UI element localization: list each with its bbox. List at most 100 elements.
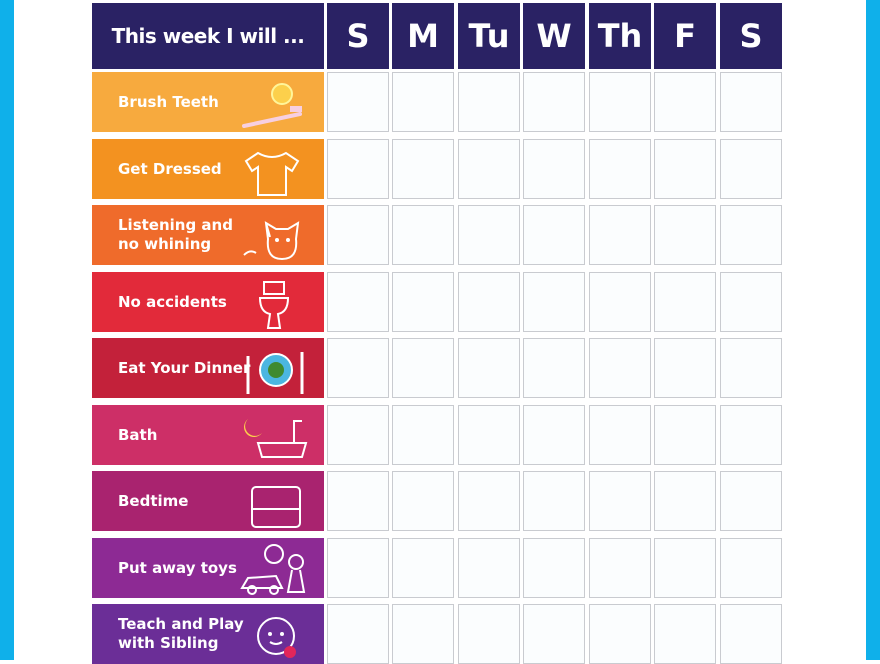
check-cell[interactable] <box>392 604 454 664</box>
toys-icon <box>240 544 306 595</box>
check-cell[interactable] <box>392 72 454 132</box>
chart-title: This week I will ... <box>92 3 324 69</box>
check-cell[interactable] <box>654 205 716 265</box>
check-cell[interactable] <box>589 471 651 531</box>
check-cell[interactable] <box>327 538 389 598</box>
check-cell[interactable] <box>458 272 520 332</box>
cat-icon <box>243 221 300 261</box>
task-label-row: Get Dressed <box>92 139 324 199</box>
bed-icon <box>251 486 301 528</box>
check-cell[interactable] <box>327 338 389 398</box>
check-cell[interactable] <box>589 405 651 465</box>
check-cell[interactable] <box>392 471 454 531</box>
check-cell[interactable] <box>523 471 585 531</box>
task-label-row: Bath <box>92 405 324 465</box>
check-cell[interactable] <box>720 72 782 132</box>
day-header-5: F <box>654 3 716 69</box>
check-cell[interactable] <box>458 72 520 132</box>
check-cell[interactable] <box>392 338 454 398</box>
check-cell[interactable] <box>327 272 389 332</box>
dinner-plate-icon <box>246 352 304 394</box>
check-cell[interactable] <box>654 72 716 132</box>
check-cell[interactable] <box>392 272 454 332</box>
check-cell[interactable] <box>654 272 716 332</box>
check-cell[interactable] <box>458 604 520 664</box>
task-label-row: Listening and no whining <box>92 205 324 265</box>
task-label-row: Brush Teeth <box>92 72 324 132</box>
check-cell[interactable] <box>392 139 454 199</box>
task-label: Get Dressed <box>118 159 222 178</box>
day-header-4: Th <box>589 3 651 69</box>
check-cell[interactable] <box>458 538 520 598</box>
day-header-0: S <box>327 3 389 69</box>
task-label: No accidents <box>118 292 227 311</box>
task-label-row: No accidents <box>92 272 324 332</box>
task-label: Put away toys <box>118 558 237 577</box>
check-cell[interactable] <box>392 538 454 598</box>
check-cell[interactable] <box>589 604 651 664</box>
day-header-2: Tu <box>458 3 520 69</box>
task-label: Teach and Play with Sibling <box>118 615 244 652</box>
check-cell[interactable] <box>458 405 520 465</box>
check-cell[interactable] <box>392 405 454 465</box>
check-cell[interactable] <box>458 471 520 531</box>
check-cell[interactable] <box>327 139 389 199</box>
check-cell[interactable] <box>458 205 520 265</box>
check-cell[interactable] <box>720 538 782 598</box>
task-label: Bath <box>118 425 158 444</box>
check-cell[interactable] <box>720 471 782 531</box>
bathtub-moon-icon <box>244 419 308 458</box>
check-cell[interactable] <box>589 72 651 132</box>
check-cell[interactable] <box>523 205 585 265</box>
check-cell[interactable] <box>327 604 389 664</box>
check-cell[interactable] <box>458 338 520 398</box>
task-label-row: Eat Your Dinner <box>92 338 324 398</box>
check-cell[interactable] <box>720 139 782 199</box>
check-cell[interactable] <box>392 205 454 265</box>
check-cell[interactable] <box>720 338 782 398</box>
check-cell[interactable] <box>523 538 585 598</box>
check-cell[interactable] <box>523 405 585 465</box>
baby-face-icon <box>257 617 296 658</box>
task-label-row: Bedtime <box>92 471 324 531</box>
task-label: Bedtime <box>118 491 189 510</box>
check-cell[interactable] <box>327 205 389 265</box>
check-cell[interactable] <box>720 405 782 465</box>
left-border <box>0 0 14 660</box>
check-cell[interactable] <box>720 272 782 332</box>
check-cell[interactable] <box>523 139 585 199</box>
day-header-6: S <box>720 3 782 69</box>
check-cell[interactable] <box>720 604 782 664</box>
check-cell[interactable] <box>327 471 389 531</box>
task-label-row: Put away toys <box>92 538 324 598</box>
check-cell[interactable] <box>654 338 716 398</box>
check-cell[interactable] <box>458 139 520 199</box>
check-cell[interactable] <box>327 72 389 132</box>
check-cell[interactable] <box>654 538 716 598</box>
check-cell[interactable] <box>589 139 651 199</box>
task-label: Eat Your Dinner <box>118 358 251 377</box>
day-header-1: M <box>392 3 454 69</box>
check-cell[interactable] <box>589 338 651 398</box>
check-cell[interactable] <box>523 604 585 664</box>
check-cell[interactable] <box>589 272 651 332</box>
toothbrush-sun-icon <box>242 83 302 128</box>
check-cell[interactable] <box>523 72 585 132</box>
check-cell[interactable] <box>654 405 716 465</box>
tshirt-icon <box>244 151 300 196</box>
check-cell[interactable] <box>327 405 389 465</box>
check-cell[interactable] <box>523 272 585 332</box>
check-cell[interactable] <box>589 538 651 598</box>
check-cell[interactable] <box>589 205 651 265</box>
check-cell[interactable] <box>654 471 716 531</box>
task-label-row: Teach and Play with Sibling <box>92 604 324 664</box>
right-border <box>866 0 880 660</box>
check-cell[interactable] <box>523 338 585 398</box>
toilet-icon <box>258 281 290 329</box>
check-cell[interactable] <box>654 139 716 199</box>
task-label: Brush Teeth <box>118 92 219 111</box>
task-label: Listening and no whining <box>118 216 233 253</box>
day-header-3: W <box>523 3 585 69</box>
check-cell[interactable] <box>720 205 782 265</box>
check-cell[interactable] <box>654 604 716 664</box>
